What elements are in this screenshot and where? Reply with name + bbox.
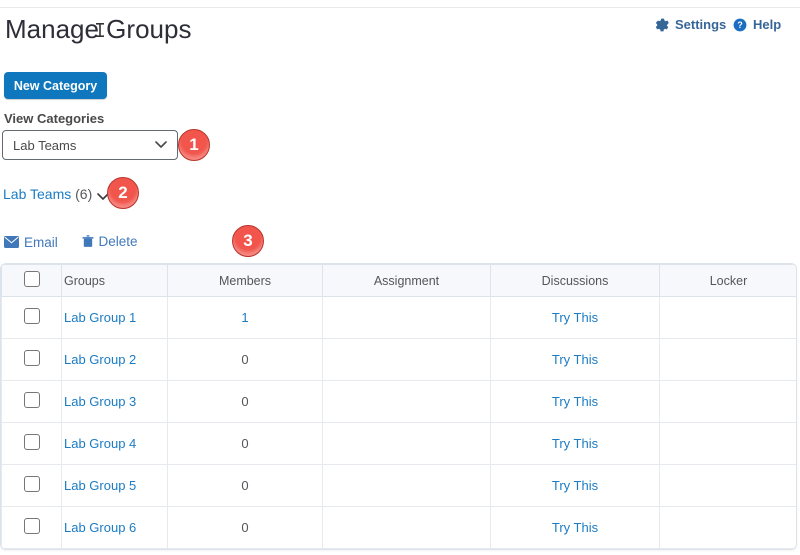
- svg-text:?: ?: [737, 19, 742, 29]
